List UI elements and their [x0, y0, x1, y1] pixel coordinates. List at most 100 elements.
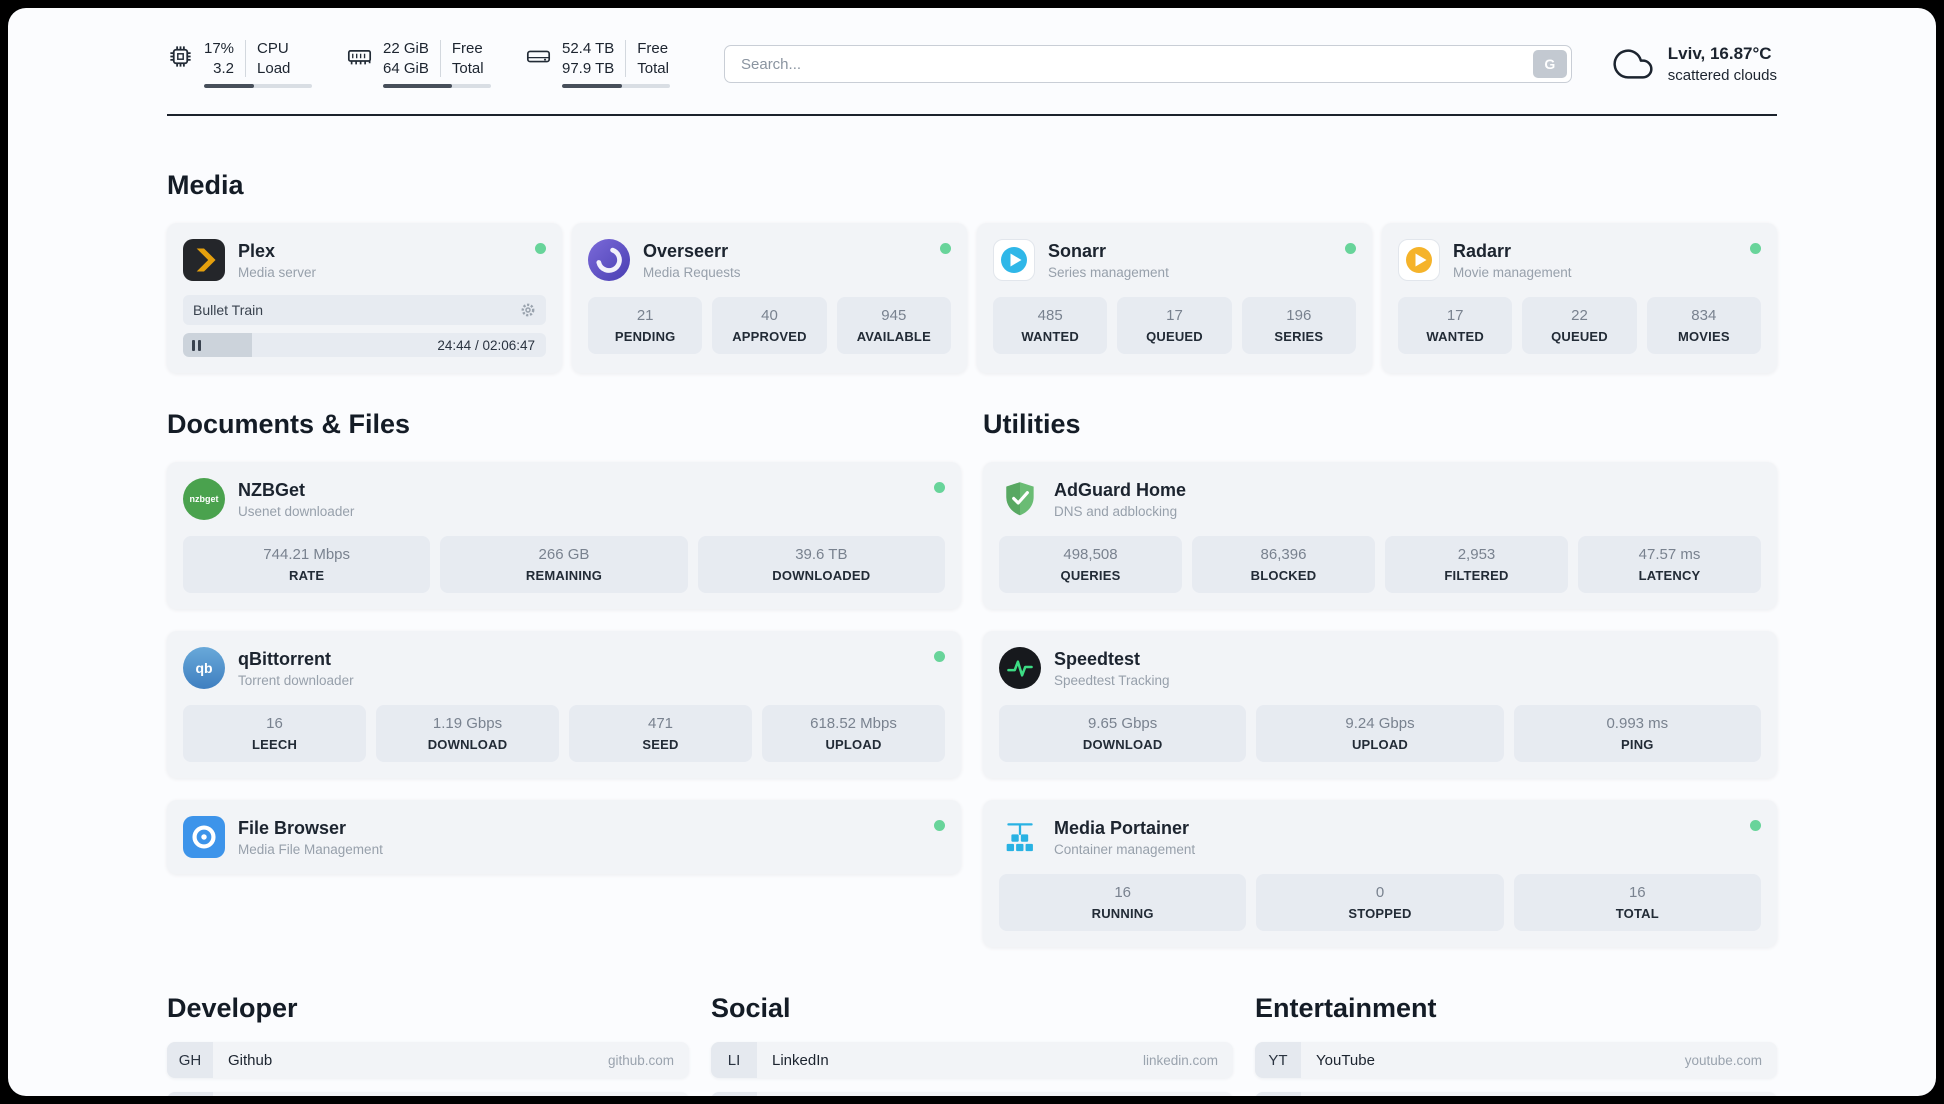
qbittorrent-icon: qb — [183, 647, 225, 689]
app-card-filebrowser[interactable]: File Browser Media File Management — [167, 800, 961, 874]
bookmark-abbr: LI — [711, 1042, 757, 1078]
section-media-title: Media — [167, 170, 244, 200]
stat-box: 16 RUNNING — [999, 874, 1247, 931]
bookmark-github[interactable]: GH Github github.com — [167, 1042, 689, 1078]
weather-condition: scattered clouds — [1667, 67, 1777, 84]
section-utilities: Utilities AdGuard Home — [983, 409, 1777, 947]
ram-icon — [347, 50, 372, 65]
app-name: Overseerr — [643, 240, 729, 261]
app-card-qbittorrent[interactable]: qb qBittorrent Torrent downloader 16 LEE… — [167, 631, 961, 778]
bookmark-youtube[interactable]: YT YouTube youtube.com — [1255, 1042, 1777, 1078]
app-name: qBittorrent — [238, 648, 331, 669]
app-name: Radarr — [1453, 240, 1512, 261]
stat-box: 86,396 BLOCKED — [1192, 536, 1375, 593]
stat-box: 0.993 ms PING — [1513, 705, 1761, 762]
app-card-portainer[interactable]: Media Portainer Container management 16 … — [983, 800, 1777, 947]
cpu-label: CPU — [257, 40, 289, 57]
section-documents: Documents & Files nzbget NZBGet Usenet d… — [167, 409, 961, 947]
stat-box: 498,508 QUERIES — [999, 536, 1182, 593]
stat-box: 17 WANTED — [1398, 297, 1513, 354]
section-utilities-title: Utilities — [983, 409, 1081, 439]
portainer-icon — [999, 816, 1041, 858]
nzbget-icon: nzbget — [183, 478, 225, 520]
sonarr-icon — [993, 239, 1035, 281]
stat-box: 40 APPROVED — [712, 297, 827, 354]
stat-box: 39.6 TB DOWNLOADED — [697, 536, 945, 593]
section-entertainment: Entertainment YT YouTube youtube.com NF … — [1255, 993, 1777, 1096]
ram-widget: 22 GiB 64 GiB Free Total — [346, 40, 491, 88]
app-name: File Browser — [238, 817, 347, 838]
bookmark-stackoverflow[interactable]: SO StackOverflow stackoverflow.com — [167, 1092, 689, 1096]
weather-widget: Lviv, 16.87°C scattered clouds — [1610, 44, 1777, 84]
adguard-icon — [999, 478, 1041, 520]
top-bar: 17% 3.2 CPU Load — [167, 8, 1777, 88]
cpu-usage-bar — [204, 84, 312, 88]
status-dot — [934, 482, 945, 493]
bookmark-abbr: NF — [1255, 1092, 1301, 1096]
bookmark-abbr: SO — [167, 1092, 213, 1096]
ram-total-label: Total — [451, 60, 484, 77]
gear-icon[interactable] — [520, 302, 536, 318]
ram-usage-bar — [383, 84, 491, 88]
bookmark-url: github.com — [607, 1052, 674, 1068]
playback-progress-bar[interactable]: 24:44 / 02:06:47 — [183, 333, 546, 357]
ram-total-value: 64 GiB — [383, 60, 429, 77]
pause-icon[interactable] — [192, 339, 204, 351]
app-card-speedtest[interactable]: Speedtest Speedtest Tracking 9.65 Gbps D… — [983, 631, 1777, 778]
stat-box: 266 GB REMAINING — [440, 536, 688, 593]
overseerr-icon — [588, 239, 630, 281]
cpu-icon — [170, 46, 191, 67]
cpu-load-label: Load — [257, 60, 291, 77]
app-card-nzbget[interactable]: nzbget NZBGet Usenet downloader 744.21 M… — [167, 462, 961, 609]
app-card-overseerr[interactable]: Overseerr Media Requests 21 PENDING 40 A… — [572, 223, 967, 373]
app-card-adguard[interactable]: AdGuard Home DNS and adblocking 498,508 … — [983, 462, 1777, 609]
bookmark-netflix[interactable]: NF Netflix netflix.com — [1255, 1092, 1777, 1096]
status-dot — [1750, 820, 1761, 831]
cpu-load-value: 3.2 — [213, 60, 235, 77]
app-subtitle: Speedtest Tracking — [1054, 672, 1170, 688]
bookmark-name: Github — [228, 1051, 273, 1069]
status-dot — [940, 243, 951, 254]
app-card-plex[interactable]: Plex Media server Bullet Train — [167, 223, 562, 373]
bookmark-abbr: TW — [711, 1092, 757, 1096]
app-card-radarr[interactable]: Radarr Movie management 17 WANTED 22 QUE… — [1382, 223, 1777, 373]
stat-box: 1.19 Gbps DOWNLOAD — [376, 705, 559, 762]
search-bar: G — [724, 45, 1572, 83]
app-card-sonarr[interactable]: Sonarr Series management 485 WANTED 17 Q… — [977, 223, 1372, 373]
status-dot — [535, 243, 546, 254]
app-subtitle: Torrent downloader — [238, 672, 354, 688]
search-input[interactable] — [724, 45, 1572, 83]
app-name: Sonarr — [1048, 240, 1107, 261]
section-documents-title: Documents & Files — [167, 409, 411, 439]
now-playing-bar[interactable]: Bullet Train — [183, 295, 546, 325]
app-subtitle: Usenet downloader — [238, 503, 355, 519]
header-divider — [167, 114, 1777, 116]
bookmark-url: youtube.com — [1684, 1052, 1762, 1068]
section-social: Social LI LinkedIn linkedin.com TW Twitt… — [711, 993, 1233, 1096]
stat-box: 17 QUEUED — [1117, 297, 1232, 354]
search-engine-button[interactable]: G — [1532, 50, 1567, 78]
ram-free-value: 22 GiB — [383, 40, 429, 57]
bookmark-linkedin[interactable]: LI LinkedIn linkedin.com — [711, 1042, 1233, 1078]
app-name: AdGuard Home — [1054, 479, 1187, 500]
stat-box: 485 WANTED — [993, 297, 1108, 354]
stat-box: 618.52 Mbps UPLOAD — [762, 705, 945, 762]
media-grid: Plex Media server Bullet Train — [167, 223, 1777, 373]
disk-usage-bar — [562, 84, 670, 88]
stat-box: 196 SERIES — [1241, 297, 1356, 354]
speedtest-icon — [999, 647, 1041, 689]
cpu-widget: 17% 3.2 CPU Load — [167, 40, 312, 88]
cpu-percent: 17% — [204, 40, 235, 57]
bookmark-twitter[interactable]: TW Twitter twitter.com — [711, 1092, 1233, 1096]
plex-icon — [183, 239, 225, 281]
section-entertainment-title: Entertainment — [1255, 993, 1437, 1023]
cloud-icon — [1613, 49, 1653, 79]
ram-free-label: Free — [451, 40, 483, 57]
app-subtitle: Media Requests — [643, 264, 741, 280]
section-developer: Developer GH Github github.com SO StackO… — [167, 993, 689, 1096]
section-developer-title: Developer — [167, 993, 298, 1023]
disk-free-value: 52.4 TB — [562, 40, 615, 57]
disk-widget: 52.4 TB 97.9 TB Free Total — [525, 40, 670, 88]
app-subtitle: Container management — [1054, 841, 1196, 857]
status-dot — [1750, 243, 1761, 254]
